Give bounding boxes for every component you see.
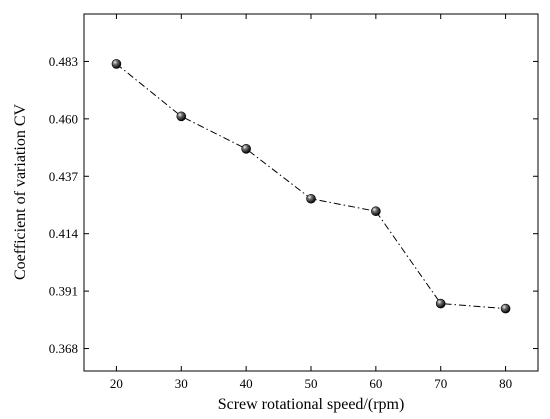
data-point (500, 303, 511, 314)
data-point (371, 206, 381, 217)
data-point (241, 144, 251, 154)
x-tick-label: 80 (499, 376, 512, 391)
y-tick-label: 0.391 (49, 284, 78, 299)
plot-frame (83, 13, 539, 372)
x-tick-label: 40 (240, 376, 253, 391)
x-axis-ticks: 20 30 40 50 60 70 80 (110, 14, 512, 391)
x-tick-label: 50 (305, 376, 318, 391)
y-tick-label: 0.368 (49, 341, 78, 356)
data-point (111, 59, 122, 69)
y-axis-label: Coefficient of variation CV (12, 104, 29, 281)
x-axis-label: Screw rotational speed/(rpm) (218, 396, 405, 413)
x-tick-label: 60 (369, 376, 382, 391)
x-tick-label: 30 (175, 376, 188, 391)
x-tick-label: 20 (110, 376, 123, 391)
series-line (116, 63, 506, 310)
y-axis-ticks: 0.368 0.391 0.414 0.437 0.460 0.483 (49, 54, 538, 356)
data-point (306, 193, 316, 204)
data-point (176, 111, 187, 122)
y-tick-label: 0.460 (49, 111, 78, 126)
series-group (111, 59, 511, 314)
y-tick-label: 0.483 (49, 54, 78, 69)
y-tick-label: 0.414 (49, 226, 79, 241)
y-tick-label: 0.437 (49, 169, 79, 184)
x-tick-label: 70 (434, 376, 447, 391)
data-point (435, 298, 446, 309)
